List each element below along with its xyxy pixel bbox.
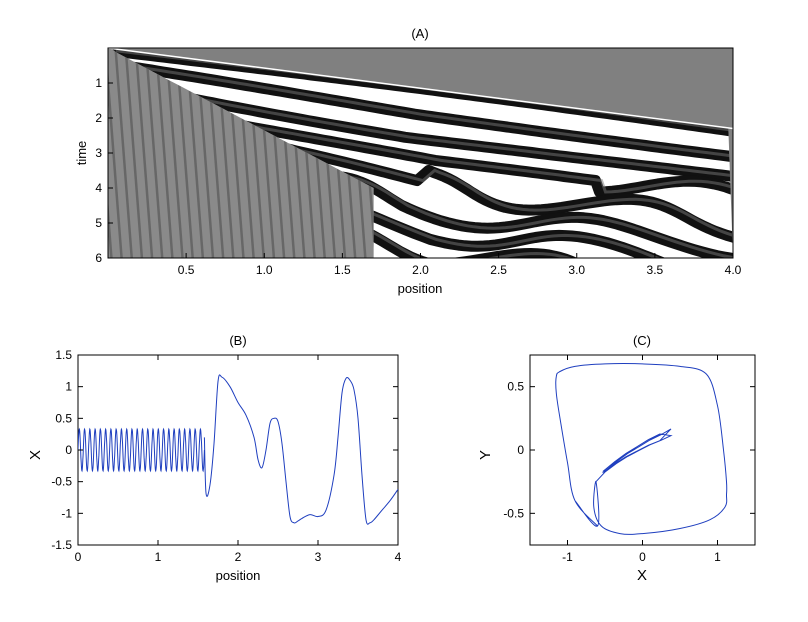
panel-a-fine-stripe — [13, 48, 32, 258]
panel-a-xtick-label: 1.5 — [334, 263, 351, 277]
panel-c-xtick-label: -1 — [562, 550, 573, 564]
panel-a-xlabel: position — [398, 281, 443, 296]
panel-a-fine-oscillation-region — [0, 48, 374, 258]
panel-c-y-ticks: -0.5 0 0.5 — [503, 380, 755, 520]
panel-b-xtick-label: 0 — [75, 550, 82, 564]
panel-a-ylabel: time — [74, 141, 89, 166]
panel-a-ytick-label: 3 — [95, 146, 102, 160]
panel-a-fine-stripe — [108, 48, 123, 258]
panel-b-ytick-label: 1.5 — [55, 348, 72, 362]
panel-c-x-ticks: -1 0 1 — [562, 355, 721, 564]
panel-c-ytick-label: 0 — [517, 443, 524, 457]
panel-a-title: (A) — [411, 26, 428, 41]
panel-b-ytick-label: -0.5 — [51, 475, 72, 489]
panel-c-limit-cycle — [555, 363, 728, 535]
panel-b-xtick-label: 4 — [395, 550, 402, 564]
panel-c: (C) -1 0 1 -0.5 0 0.5 X Y — [477, 333, 756, 584]
panel-a-fine-stripe — [23, 48, 42, 258]
panel-b-ytick-label: 0 — [65, 443, 72, 457]
panel-a-ytick-label: 5 — [95, 216, 102, 230]
panel-a-fine-stripe — [134, 48, 154, 258]
panel-a-fine-stripe — [165, 48, 184, 258]
panel-b-ytick-label: 1 — [65, 380, 72, 394]
panel-a-ytick-label: 4 — [95, 181, 102, 195]
panel-a-band-shade — [132, 64, 733, 160]
panel-c-title: (C) — [633, 333, 651, 348]
panel-b-series-line — [203, 374, 398, 525]
panel-a-xtick-label: 2.5 — [490, 263, 507, 277]
panel-c-xlabel: X — [637, 567, 647, 584]
panel-c-xtick-label: 1 — [714, 550, 721, 564]
panel-a-ytick-label: 6 — [95, 251, 102, 265]
panel-b-xlabel: position — [216, 568, 261, 583]
panel-b-oscillation-line — [78, 427, 205, 473]
panel-b-ytick-label: -1.5 — [51, 538, 72, 552]
panel-a-x-ticks: 0.5 1.0 1.5 2.0 2.5 3.0 3.5 4.0 — [178, 253, 742, 277]
panel-a-fine-stripe — [33, 48, 52, 258]
panel-b-xtick-label: 2 — [235, 550, 242, 564]
panel-a-fine-stripe — [43, 48, 62, 258]
panel-a-xtick-label: 4.0 — [725, 263, 742, 277]
panel-a-fine-base — [108, 48, 374, 258]
panel-a-fine-stripe — [124, 48, 144, 258]
panel-b-ylabel: X — [27, 450, 44, 460]
panel-c-ylabel: Y — [477, 450, 494, 460]
panel-b-frame — [77, 354, 399, 546]
panel-a-y-ticks: 1 2 3 4 5 6 — [95, 76, 113, 265]
panel-c-xtick-label: 0 — [639, 550, 646, 564]
panel-a-band-shade — [111, 80, 733, 183]
panel-b-y-ticks: -1.5 -1 -0.5 0 0.5 1 1.5 — [51, 348, 398, 552]
panel-a-ytick-label: 2 — [95, 111, 102, 125]
panel-b-xtick-label: 3 — [315, 550, 322, 564]
panel-a-front-line — [108, 48, 733, 130]
panel-a-fine-stripe — [154, 48, 174, 258]
panel-a: (A) 0.5 1.0 1.5 2.0 2.5 3.0 3.5 4.0 1 2 3 4 5 6 posi… — [0, 26, 742, 296]
panel-a-fine-stripe — [114, 48, 133, 258]
panel-a-fine-stripe — [53, 48, 72, 258]
panel-a-fine-stripe — [175, 48, 194, 258]
panel-c-frame — [529, 354, 756, 546]
panel-a-xtick-label: 1.0 — [256, 263, 273, 277]
panel-b-title: (B) — [229, 333, 246, 348]
panel-a-fine-stripe — [144, 48, 164, 258]
panel-b-ytick-label: -1 — [61, 506, 72, 520]
panel-a-fine-stripe — [0, 48, 1, 258]
panel-a-fine-stripe — [195, 48, 215, 258]
panel-a-xtick-label: 0.5 — [178, 263, 195, 277]
panel-b: (B) 0 1 2 3 4 -1.5 -1 -0.5 0 0.5 1 1.5 position X — [27, 333, 402, 583]
panel-a-xtick-label: 3.5 — [647, 263, 664, 277]
panel-c-ytick-label: 0.5 — [507, 380, 524, 394]
panel-c-inner-trajectory — [595, 428, 673, 483]
panel-a-fine-stripe — [3, 48, 22, 258]
panel-c-ytick-label: -0.5 — [503, 506, 524, 520]
panel-a-ytick-label: 1 — [95, 76, 102, 90]
panel-a-xtick-label: 2.0 — [412, 263, 429, 277]
panel-a-xtick-label: 3.0 — [568, 263, 585, 277]
panel-a-fine-stripe — [185, 48, 205, 258]
panel-b-ytick-label: 0.5 — [55, 411, 72, 425]
panel-b-x-ticks: 0 1 2 3 4 — [75, 355, 402, 564]
panel-b-xtick-label: 1 — [155, 550, 162, 564]
panel-a-fine-stripe — [0, 48, 11, 258]
